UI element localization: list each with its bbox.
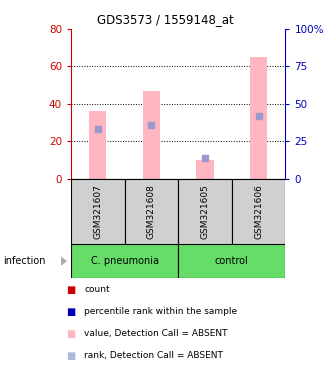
Text: infection: infection [3, 256, 46, 266]
Text: control: control [215, 256, 249, 266]
Text: ■: ■ [66, 307, 76, 317]
Text: ■: ■ [66, 351, 76, 361]
Bar [71, 244, 178, 278]
Bar [125, 179, 178, 244]
Text: GSM321606: GSM321606 [254, 184, 263, 238]
Text: ■: ■ [66, 329, 76, 339]
Text: count: count [84, 285, 110, 295]
Bar [71, 179, 125, 244]
Text: rank, Detection Call = ABSENT: rank, Detection Call = ABSENT [84, 351, 223, 360]
Text: ■: ■ [66, 285, 76, 295]
Text: GDS3573 / 1559148_at: GDS3573 / 1559148_at [97, 13, 233, 26]
Text: GSM321605: GSM321605 [201, 184, 210, 238]
Text: percentile rank within the sample: percentile rank within the sample [84, 307, 237, 316]
Polygon shape [61, 257, 67, 266]
Text: C. pneumonia: C. pneumonia [90, 256, 159, 266]
Bar [178, 179, 232, 244]
Bar [196, 160, 214, 179]
Bar [250, 57, 267, 179]
Text: GSM321607: GSM321607 [93, 184, 102, 238]
Bar [143, 91, 160, 179]
Text: GSM321608: GSM321608 [147, 184, 156, 238]
Text: value, Detection Call = ABSENT: value, Detection Call = ABSENT [84, 329, 228, 338]
Bar [89, 111, 106, 179]
Bar [232, 179, 285, 244]
Bar [178, 244, 285, 278]
